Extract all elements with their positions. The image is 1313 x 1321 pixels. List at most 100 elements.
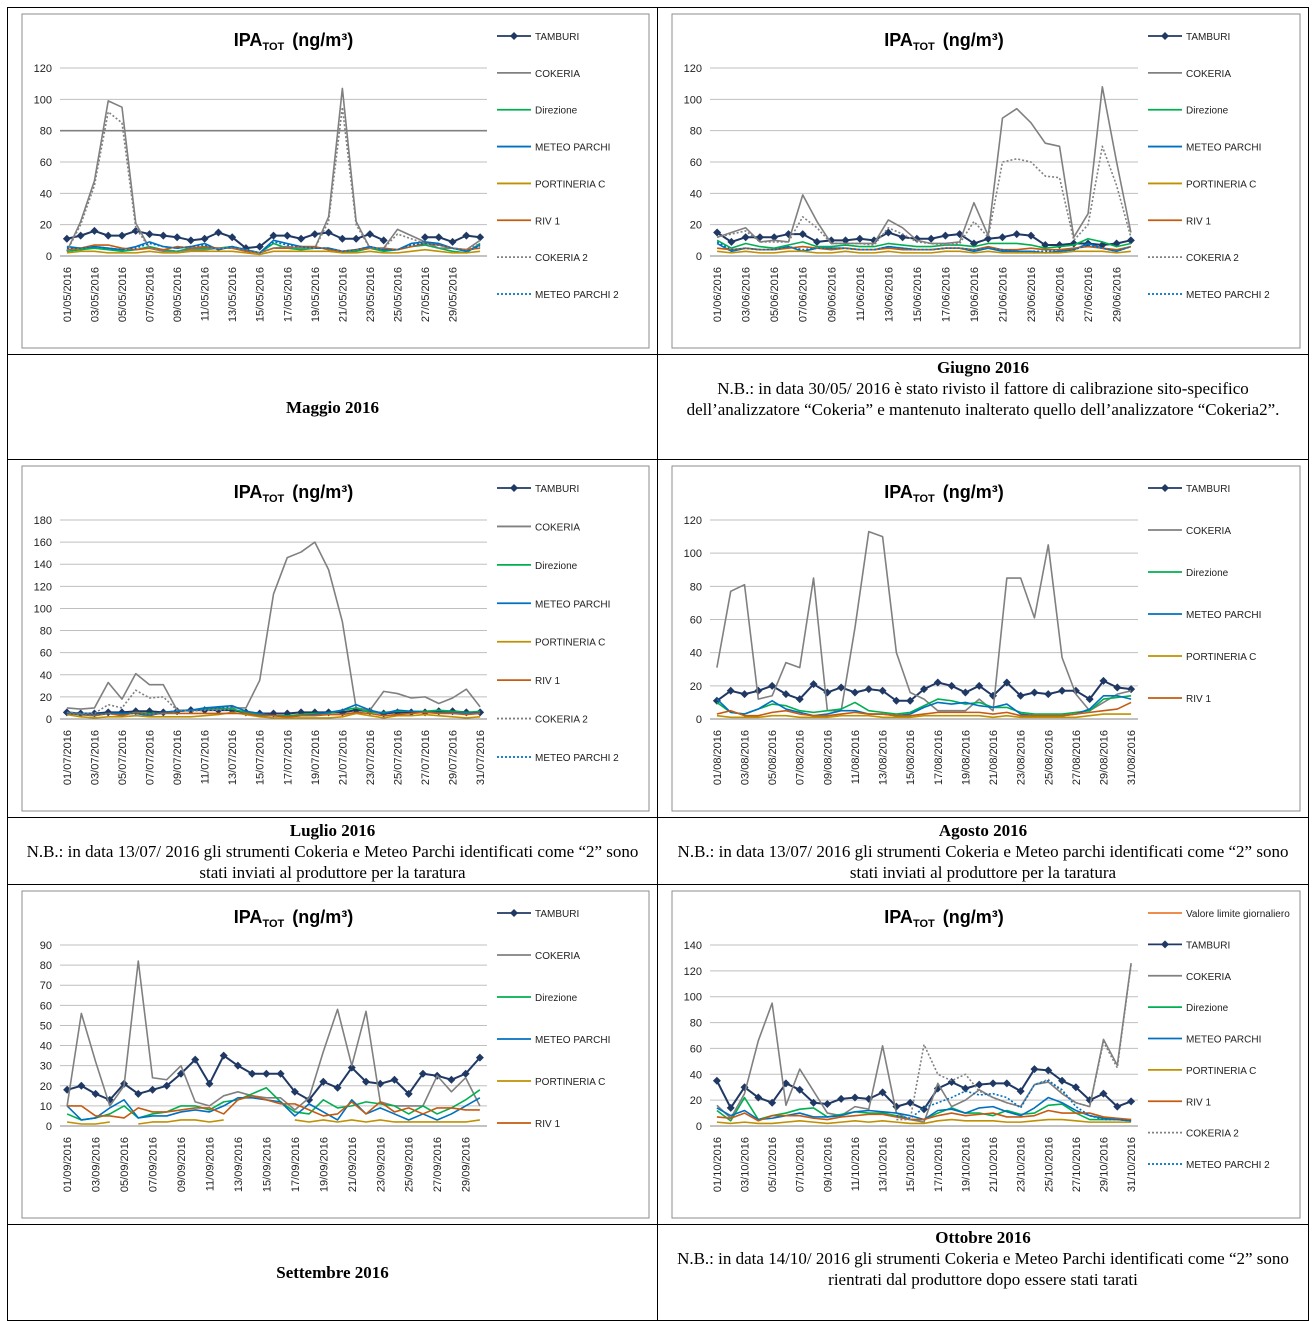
series-marker xyxy=(324,228,333,237)
title-main: IPA xyxy=(234,482,263,502)
y-tick-label: 40 xyxy=(40,670,52,682)
series-marker xyxy=(713,228,722,237)
series-marker xyxy=(176,1069,185,1078)
legend-marker xyxy=(1161,32,1169,40)
x-tick-label: 07/07/2016 xyxy=(145,730,157,785)
series-marker xyxy=(117,231,126,240)
title-sub: TOT xyxy=(913,41,935,53)
legend-label: COKERIA xyxy=(1186,69,1231,80)
x-tick-label: 11/05/2016 xyxy=(200,267,212,321)
series-marker xyxy=(214,706,223,715)
series-line xyxy=(716,962,1132,1123)
y-tick-label: 100 xyxy=(684,548,702,560)
y-tick-label: 0 xyxy=(46,1121,52,1133)
y-tick-label: 10 xyxy=(40,1101,52,1113)
x-tick-label: 23/07/2016 xyxy=(365,730,377,785)
legend-label: RIV 1 xyxy=(1186,1097,1211,1108)
title-unit: (ng/m³) xyxy=(292,482,353,502)
legend-label: Direzione xyxy=(535,561,578,572)
x-tick-label: 25/05/2016 xyxy=(392,267,404,322)
series-marker xyxy=(191,1055,200,1064)
series-marker xyxy=(1016,691,1025,700)
series-marker xyxy=(898,233,907,242)
x-tick-label: 17/06/2016 xyxy=(940,267,952,322)
y-tick-label: 80 xyxy=(690,1018,702,1030)
x-tick-label: 17/07/2016 xyxy=(282,730,294,785)
x-tick-label: 27/09/2016 xyxy=(432,1137,444,1192)
legend-label: TAMBURI xyxy=(1186,940,1230,951)
x-tick-label: 29/06/2016 xyxy=(1112,267,1124,322)
y-tick-label: 90 xyxy=(40,940,52,952)
series-marker xyxy=(228,233,237,242)
x-tick-label: 21/08/2016 xyxy=(988,730,1000,785)
legend-label: Direzione xyxy=(535,993,578,1004)
series-marker xyxy=(884,228,893,237)
series-marker xyxy=(798,230,807,239)
x-tick-label: 09/09/2016 xyxy=(176,1137,188,1192)
series-marker xyxy=(795,695,804,704)
series-marker xyxy=(205,1079,214,1088)
series-line xyxy=(66,106,481,254)
chart-title: IPATOT (ng/m³) xyxy=(234,907,353,930)
title-unit: (ng/m³) xyxy=(943,907,1004,927)
series-marker xyxy=(813,237,821,246)
y-tick-label: 20 xyxy=(690,681,702,693)
legend-label: TAMBURI xyxy=(535,909,579,920)
y-tick-label: 100 xyxy=(34,94,52,106)
series-marker xyxy=(1126,236,1135,245)
y-tick-label: 60 xyxy=(40,1000,52,1012)
caption-month: Settembre 2016 xyxy=(276,1263,389,1282)
series-marker xyxy=(795,1085,804,1094)
x-tick-label: 25/09/2016 xyxy=(404,1137,416,1192)
series-marker xyxy=(476,708,485,717)
y-tick-label: 0 xyxy=(696,714,702,726)
series-marker xyxy=(421,233,430,242)
y-tick-label: 20 xyxy=(40,692,52,704)
x-tick-label: 13/09/2016 xyxy=(233,1137,245,1192)
y-tick-label: 140 xyxy=(684,940,702,952)
x-tick-label: 21/09/2016 xyxy=(347,1137,359,1192)
series-marker xyxy=(310,708,319,717)
x-tick-label: 09/06/2016 xyxy=(826,267,838,322)
series-marker xyxy=(837,1094,846,1103)
chart-title: IPATOT (ng/m³) xyxy=(884,907,1003,930)
chart-frame xyxy=(671,13,1301,349)
series-marker xyxy=(837,683,846,692)
x-tick-label: 23/08/2016 xyxy=(1016,730,1028,785)
x-tick-label: 19/08/2016 xyxy=(960,730,972,785)
caption-note: N.B.: in data 13/07/ 2016 gli strumenti … xyxy=(26,842,639,882)
series-marker xyxy=(269,231,278,240)
y-tick-label: 70 xyxy=(40,980,52,992)
legend-label: TAMBURI xyxy=(1186,32,1230,43)
series-marker xyxy=(248,1069,257,1078)
chart: IPATOT (ng/m³) 0 20 40 60 80 100 120 140 160 180 01/… xyxy=(21,465,650,812)
title-unit: (ng/m³) xyxy=(292,30,353,50)
caption-month: Agosto 2016 xyxy=(938,821,1028,840)
series-marker xyxy=(961,688,970,697)
legend-label: COKERIA xyxy=(535,69,580,80)
chart: IPATOT (ng/m³) 0 20 40 60 80 100 120 01/08/2016 03… xyxy=(671,465,1301,812)
series-line xyxy=(66,541,481,711)
series-marker xyxy=(850,688,859,697)
series-marker xyxy=(768,1098,777,1107)
legend-label: METEO PARCHI xyxy=(1186,143,1261,154)
series-marker xyxy=(1071,1083,1080,1092)
x-tick-label: 03/06/2016 xyxy=(741,267,753,322)
x-tick-label: 11/07/2016 xyxy=(200,730,212,784)
series-marker xyxy=(186,236,195,245)
series-line xyxy=(717,250,1131,254)
series-marker xyxy=(961,1084,970,1093)
series-marker xyxy=(347,1063,356,1072)
legend-label: PORTINERIA C xyxy=(1186,652,1256,663)
series-marker xyxy=(418,1069,427,1078)
series-marker xyxy=(159,231,168,240)
series-marker xyxy=(870,236,879,245)
series-line xyxy=(716,145,1132,246)
chart-cell: IPATOT (ng/m³) 0 10 20 30 40 50 60 70 80 90 01/09/20… xyxy=(7,884,658,1225)
y-tick-label: 80 xyxy=(40,960,52,972)
series-marker xyxy=(447,1075,456,1084)
series-marker xyxy=(1041,241,1050,250)
x-tick-label: 17/08/2016 xyxy=(933,730,945,785)
x-tick-label: 31/08/2016 xyxy=(1126,730,1138,785)
series-marker xyxy=(770,233,779,242)
